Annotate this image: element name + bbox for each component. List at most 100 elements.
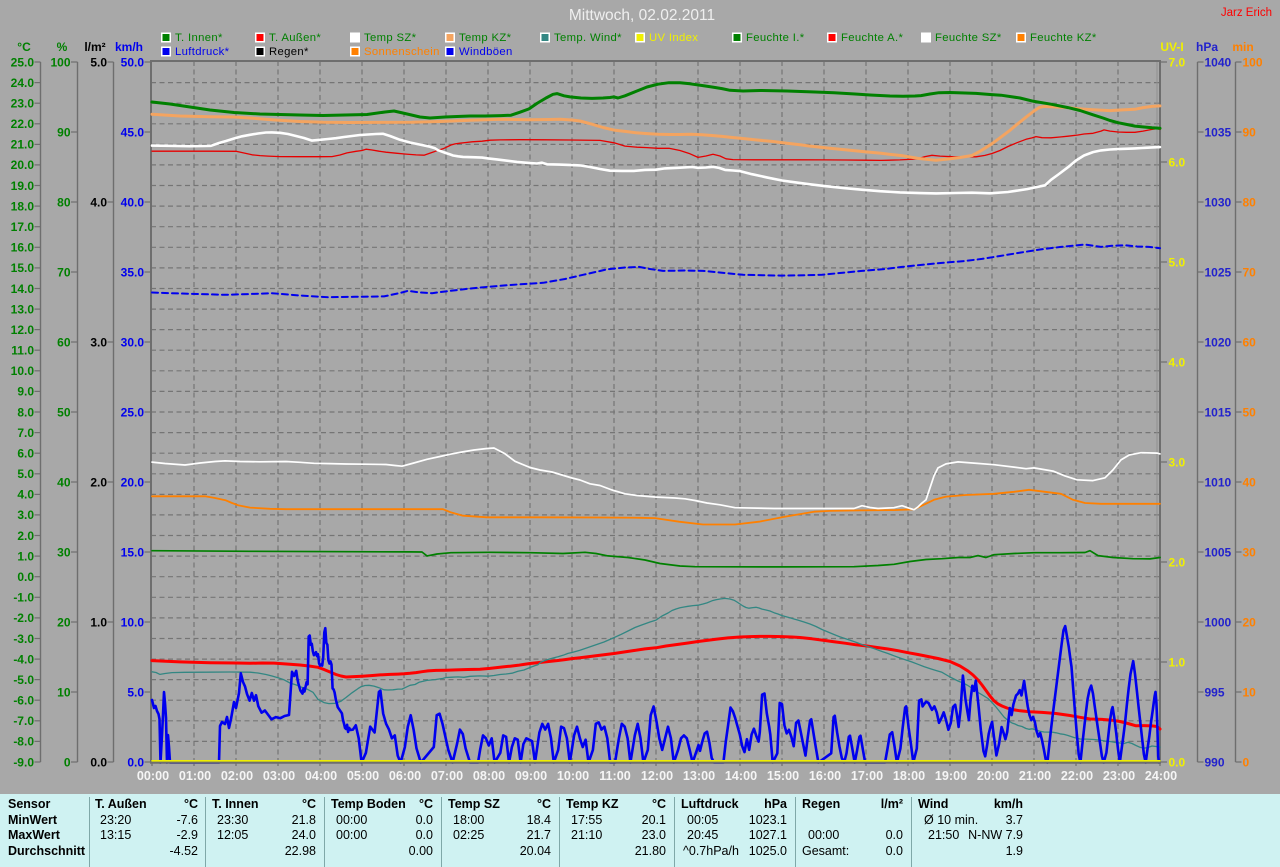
svg-text:20: 20 — [57, 615, 71, 629]
svg-text:60: 60 — [1243, 335, 1257, 349]
svg-text:7.0: 7.0 — [1169, 55, 1186, 69]
svg-text:%: % — [57, 40, 68, 54]
svg-text:Jarz Erich: Jarz Erich — [1221, 7, 1272, 19]
svg-text:40.0: 40.0 — [121, 195, 145, 209]
svg-text:min: min — [1232, 40, 1253, 54]
svg-text:Sonnenschein: Sonnenschein — [364, 46, 440, 58]
svg-text:8.0: 8.0 — [17, 405, 34, 419]
svg-text:-4.0: -4.0 — [13, 652, 34, 666]
svg-text:19:00: 19:00 — [935, 769, 967, 783]
svg-text:45.0: 45.0 — [121, 125, 145, 139]
svg-text:UV-I: UV-I — [1160, 40, 1183, 54]
svg-text:16.0: 16.0 — [11, 241, 35, 255]
svg-text:10: 10 — [1243, 685, 1257, 699]
svg-text:Feuchte SZ*: Feuchte SZ* — [935, 32, 1002, 44]
svg-text:4.0: 4.0 — [90, 195, 107, 209]
svg-text:25.0: 25.0 — [121, 405, 145, 419]
svg-text:6.0: 6.0 — [1169, 155, 1186, 169]
svg-text:4.0: 4.0 — [17, 488, 34, 502]
svg-text:10:00: 10:00 — [557, 769, 589, 783]
svg-text:14.0: 14.0 — [11, 282, 35, 296]
svg-text:995: 995 — [1205, 685, 1225, 699]
svg-text:15:00: 15:00 — [767, 769, 799, 783]
svg-text:1010: 1010 — [1205, 475, 1232, 489]
svg-text:16:00: 16:00 — [809, 769, 841, 783]
svg-text:1025: 1025 — [1205, 265, 1232, 279]
svg-text:Windböen: Windböen — [459, 46, 513, 58]
svg-text:02:00: 02:00 — [221, 769, 253, 783]
svg-text:Regen*: Regen* — [269, 46, 309, 58]
svg-text:23:00: 23:00 — [1103, 769, 1135, 783]
svg-text:30: 30 — [1243, 545, 1257, 559]
svg-text:100: 100 — [50, 55, 70, 69]
svg-text:21:00: 21:00 — [1019, 769, 1051, 783]
svg-text:990: 990 — [1205, 755, 1225, 769]
svg-text:0.0: 0.0 — [127, 755, 144, 769]
svg-text:0.0: 0.0 — [17, 570, 34, 584]
svg-text:70: 70 — [1243, 265, 1257, 279]
svg-text:20: 20 — [1243, 615, 1257, 629]
svg-text:-2.0: -2.0 — [13, 611, 34, 625]
svg-text:Feuchte A.*: Feuchte A.* — [841, 32, 904, 44]
svg-text:80: 80 — [1243, 195, 1257, 209]
svg-text:1015: 1015 — [1205, 405, 1232, 419]
svg-text:70: 70 — [57, 265, 71, 279]
svg-text:90: 90 — [57, 125, 71, 139]
svg-text:6.0: 6.0 — [17, 447, 34, 461]
svg-text:10.0: 10.0 — [11, 364, 35, 378]
svg-text:T. Innen*: T. Innen* — [175, 32, 223, 44]
svg-text:1035: 1035 — [1205, 125, 1232, 139]
svg-text:-6.0: -6.0 — [13, 694, 34, 708]
svg-text:17:00: 17:00 — [851, 769, 883, 783]
svg-text:T. Außen*: T. Außen* — [269, 32, 321, 44]
svg-text:-9.0: -9.0 — [13, 755, 34, 769]
svg-text:-7.0: -7.0 — [13, 714, 34, 728]
svg-text:100: 100 — [1243, 55, 1263, 69]
svg-text:Feuchte KZ*: Feuchte KZ* — [1030, 32, 1097, 44]
svg-text:19.0: 19.0 — [11, 179, 35, 193]
svg-text:1000: 1000 — [1205, 615, 1232, 629]
svg-text:01:00: 01:00 — [179, 769, 211, 783]
svg-text:l/m²: l/m² — [84, 40, 105, 54]
svg-text:12.0: 12.0 — [11, 323, 35, 337]
svg-text:4.0: 4.0 — [1169, 355, 1186, 369]
svg-text:11:00: 11:00 — [599, 769, 631, 783]
svg-text:9.0: 9.0 — [17, 385, 34, 399]
svg-text:2.0: 2.0 — [90, 475, 107, 489]
svg-text:12:00: 12:00 — [641, 769, 673, 783]
svg-text:15.0: 15.0 — [11, 261, 35, 275]
svg-text:Temp KZ*: Temp KZ* — [459, 32, 512, 44]
svg-text:40: 40 — [57, 475, 71, 489]
svg-text:22.0: 22.0 — [11, 117, 35, 131]
svg-text:05:00: 05:00 — [347, 769, 379, 783]
svg-text:Temp SZ*: Temp SZ* — [364, 32, 417, 44]
svg-text:50: 50 — [1243, 405, 1257, 419]
svg-text:-3.0: -3.0 — [13, 632, 34, 646]
svg-text:09:00: 09:00 — [515, 769, 547, 783]
svg-text:1.0: 1.0 — [17, 549, 34, 563]
svg-text:22:00: 22:00 — [1061, 769, 1093, 783]
svg-text:20.0: 20.0 — [121, 475, 145, 489]
svg-text:UV Index: UV Index — [649, 32, 698, 44]
svg-text:50: 50 — [57, 405, 71, 419]
svg-text:13:00: 13:00 — [683, 769, 715, 783]
svg-text:25.0: 25.0 — [11, 55, 35, 69]
svg-text:60: 60 — [57, 335, 71, 349]
svg-text:Temp. Wind*: Temp. Wind* — [554, 32, 622, 44]
svg-text:1020: 1020 — [1205, 335, 1232, 349]
svg-text:30.0: 30.0 — [121, 335, 145, 349]
svg-text:1030: 1030 — [1205, 195, 1232, 209]
svg-text:80: 80 — [57, 195, 71, 209]
svg-text:04:00: 04:00 — [305, 769, 337, 783]
svg-text:10.0: 10.0 — [121, 615, 145, 629]
svg-text:35.0: 35.0 — [121, 265, 145, 279]
svg-text:08:00: 08:00 — [473, 769, 505, 783]
svg-text:24.0: 24.0 — [11, 76, 35, 90]
svg-text:15.0: 15.0 — [121, 545, 145, 559]
svg-text:30: 30 — [57, 545, 71, 559]
svg-text:23.0: 23.0 — [11, 97, 35, 111]
svg-text:7.0: 7.0 — [17, 426, 34, 440]
svg-text:2.0: 2.0 — [1169, 555, 1186, 569]
svg-text:13.0: 13.0 — [11, 302, 35, 316]
svg-text:11.0: 11.0 — [11, 344, 34, 358]
